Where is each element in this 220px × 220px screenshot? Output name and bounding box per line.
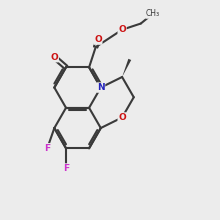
Text: O: O xyxy=(94,35,102,44)
Text: O: O xyxy=(50,53,58,62)
Polygon shape xyxy=(122,59,131,77)
Text: CH₃: CH₃ xyxy=(146,9,160,18)
Text: N: N xyxy=(97,83,104,92)
Text: F: F xyxy=(44,144,50,153)
Text: F: F xyxy=(63,164,69,173)
Text: O: O xyxy=(118,113,126,122)
Text: O: O xyxy=(118,25,126,34)
